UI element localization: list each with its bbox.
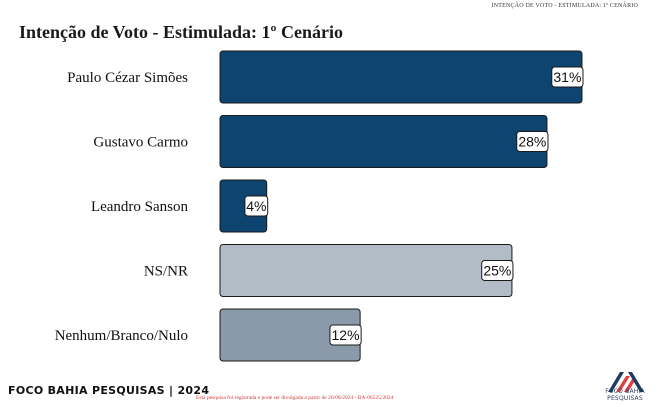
category-label: Leandro Sanson [91,199,189,215]
bar [219,115,548,168]
bar-row: Gustavo Carmo 28% [93,115,549,168]
chart-title: Intenção de Voto - Estimulada: 1º Cenári… [19,22,343,42]
category-label: Nenhum/Branco/Nulo [55,328,188,344]
bar-chart: Paulo Cézar Simões 31% Gustavo Carmo 28% Lea… [55,50,584,362]
category-label: Paulo Cézar Simões [67,70,188,86]
bar-row: Leandro Sanson 4% [91,179,269,233]
bar [219,50,583,104]
bar-row: Nenhum/Branco/Nulo 12% [55,308,362,362]
logo-mark-icon [608,372,644,392]
bar-row: NS/NR 25% [144,244,514,297]
value-label-box [481,260,514,281]
footer-brand: FOCO BAHIA PESQUISAS | 2024 [8,384,210,397]
value-label: 28% [518,134,546,150]
category-label: Gustavo Carmo [93,135,188,151]
bar [219,244,513,297]
category-label: NS/NR [144,264,188,280]
logo-text: FOCO BAHIA PESQUISAS [605,388,645,402]
value-label: 12% [332,327,360,343]
value-label-box [551,66,584,88]
header-note: INTENÇÃO DE VOTO - ESTIMULADA: 1º CENÁRI… [491,3,638,9]
company-logo: FOCO BAHIA PESQUISAS [590,368,660,402]
value-label: 25% [483,263,511,279]
value-label-box [244,195,269,217]
bar-row: Paulo Cézar Simões 31% [67,50,584,104]
footer-registration-note: Esta pesquisa foi registrada e pode ser … [196,395,394,401]
value-label-box [329,324,362,346]
value-label: 31% [553,69,581,85]
value-label: 4% [246,198,266,214]
value-label-box [516,131,549,152]
